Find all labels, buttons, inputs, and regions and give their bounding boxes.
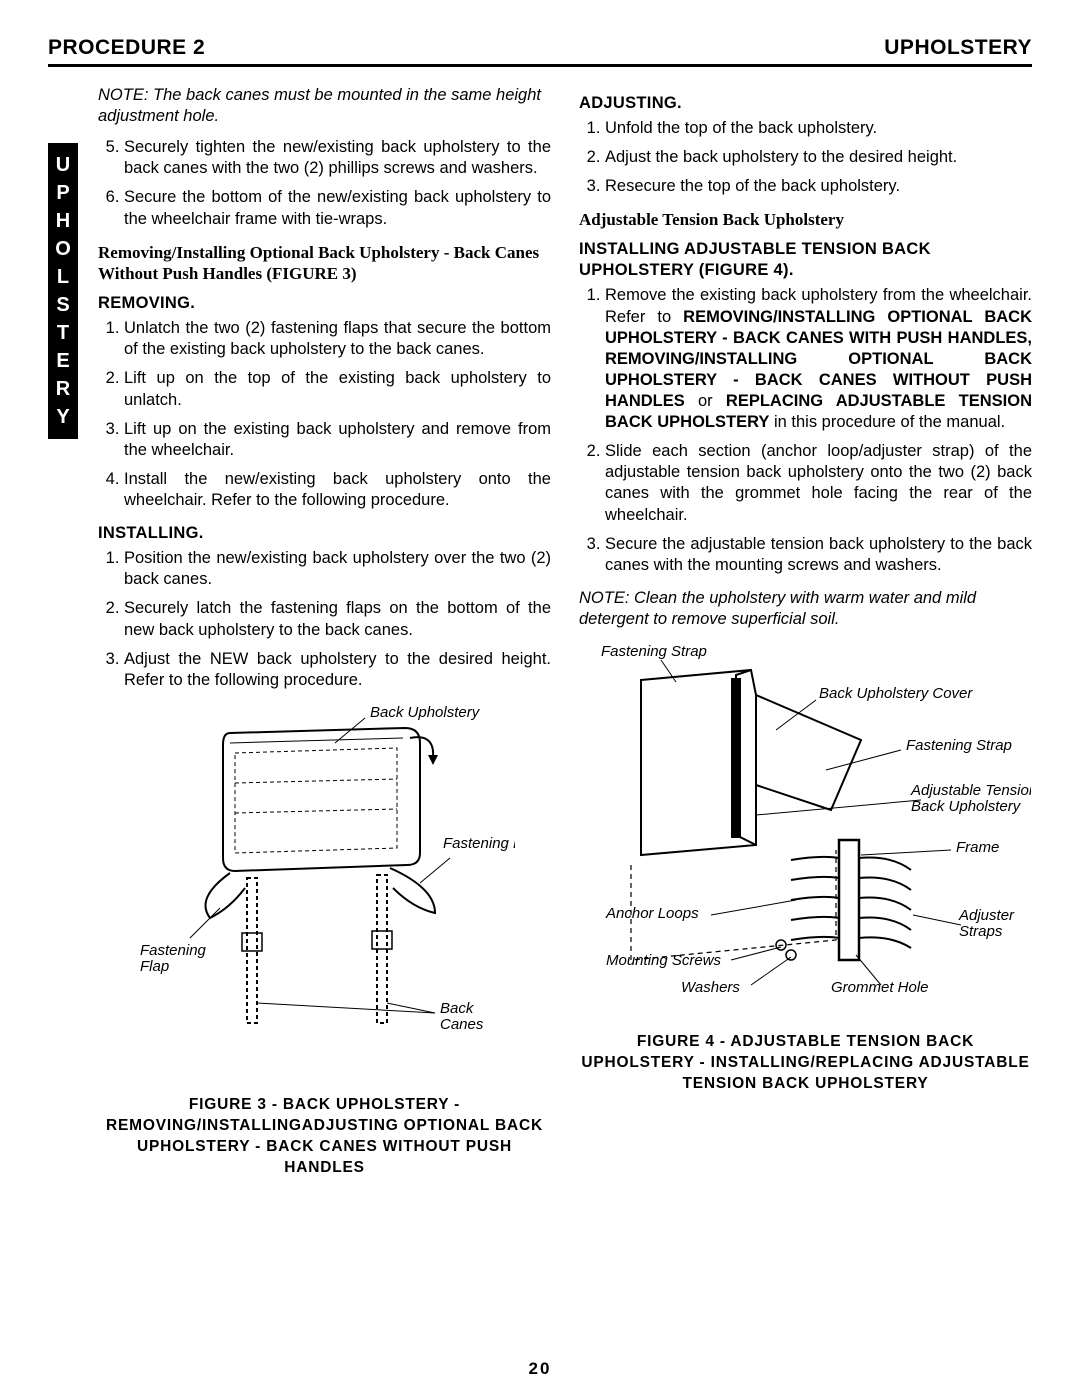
list-item: Remove the existing back upholstery from… — [605, 285, 1032, 433]
tab-letter: E — [48, 347, 78, 375]
header-right: UPHOLSTERY — [884, 36, 1032, 60]
list-item: Unfold the top of the back upholstery. — [605, 118, 1032, 139]
list-item: Resecure the top of the back upholstery. — [605, 176, 1032, 197]
svg-text:Anchor Loops: Anchor Loops — [605, 905, 699, 922]
tab-letter: T — [48, 319, 78, 347]
right-column: ADJUSTING. Unfold the top of the back up… — [579, 85, 1032, 1179]
svg-text:AdjusterStraps: AdjusterStraps — [958, 907, 1015, 940]
section-heading: Removing/Installing Optional Back Uphols… — [98, 242, 551, 286]
sub-heading-removing: REMOVING. — [98, 293, 551, 314]
side-tab: U P H O L S T E R Y — [48, 143, 78, 439]
left-column: NOTE: The back canes must be mounted in … — [98, 85, 551, 1179]
tab-letter: H — [48, 207, 78, 235]
figure-3: Back Upholstery Fastening Flap Fastening… — [98, 703, 551, 1179]
header-left: PROCEDURE 2 — [48, 36, 205, 60]
figure-4-svg: Fastening Strap Back Upholstery Cover Fa… — [581, 640, 1031, 1020]
svg-text:Mounting Screws: Mounting Screws — [606, 952, 722, 969]
fig3-label-flap-r: Fastening Flap — [443, 835, 515, 852]
tab-letter: L — [48, 263, 78, 291]
tab-letter: S — [48, 291, 78, 319]
install-adj-list: Remove the existing back upholstery from… — [579, 285, 1032, 575]
figure-4-caption: FIGURE 4 - ADJUSTABLE TENSION BACK UPHOL… — [579, 1032, 1032, 1095]
fig3-label-back-upholstery: Back Upholstery — [370, 704, 481, 721]
note-text: NOTE: The back canes must be mounted in … — [98, 85, 551, 127]
list-item: Install the new/existing back upholstery… — [124, 469, 551, 511]
section-heading-adj: Adjustable Tension Back Upholstery — [579, 209, 1032, 231]
svg-text:Fastening Strap: Fastening Strap — [601, 643, 707, 660]
list-item: Lift up on the top of the existing back … — [124, 368, 551, 410]
tab-letter: P — [48, 179, 78, 207]
sub-heading-install-adj: INSTALLING ADJUSTABLE TENSION BACK UPHOL… — [579, 239, 1032, 281]
figure-4: Fastening Strap Back Upholstery Cover Fa… — [579, 640, 1032, 1095]
list-item: Secure the adjustable tension back uphol… — [605, 534, 1032, 576]
sub-heading-adjusting: ADJUSTING. — [579, 93, 1032, 114]
figure-3-caption: FIGURE 3 - BACK UPHOLSTERY - REMOVING/IN… — [98, 1095, 551, 1179]
tab-letter: R — [48, 375, 78, 403]
page-number: 20 — [0, 1359, 1080, 1379]
list-item: Unlatch the two (2) fastening flaps that… — [124, 318, 551, 360]
continued-list: Securely tighten the new/existing back u… — [98, 137, 551, 229]
list-item: Securely tighten the new/existing back u… — [124, 137, 551, 179]
list-item: Securely latch the fastening flaps on th… — [124, 598, 551, 640]
tab-letter: U — [48, 151, 78, 179]
sub-heading-installing: INSTALLING. — [98, 523, 551, 544]
svg-text:Washers: Washers — [681, 979, 740, 996]
removing-list: Unlatch the two (2) fastening flaps that… — [98, 318, 551, 511]
figure-3-svg: Back Upholstery Fastening Flap Fastening… — [135, 703, 515, 1083]
adjusting-list: Unfold the top of the back upholstery. A… — [579, 118, 1032, 197]
list-item: Lift up on the existing back upholstery … — [124, 419, 551, 461]
svg-text:Frame: Frame — [956, 839, 999, 856]
svg-text:Back Upholstery Cover: Back Upholstery Cover — [819, 685, 973, 702]
content-area: U P H O L S T E R Y NOTE: The back canes… — [48, 85, 1032, 1179]
columns: NOTE: The back canes must be mounted in … — [98, 85, 1032, 1179]
svg-text:Fastening Strap: Fastening Strap — [906, 737, 1012, 754]
fig3-label-flap-l: FasteningFlap — [140, 942, 207, 975]
header: PROCEDURE 2 UPHOLSTERY — [48, 36, 1032, 67]
list-item: Position the new/existing back upholster… — [124, 548, 551, 590]
list-item: Adjust the back upholstery to the desire… — [605, 147, 1032, 168]
fig3-label-canes: BackCanes — [440, 1000, 484, 1033]
list-item: Secure the bottom of the new/existing ba… — [124, 187, 551, 229]
tab-letter: Y — [48, 403, 78, 431]
tab-letter: O — [48, 235, 78, 263]
installing-list: Position the new/existing back upholster… — [98, 548, 551, 691]
list-item: Adjust the NEW back upholstery to the de… — [124, 649, 551, 691]
list-item: Slide each section (anchor loop/adjuster… — [605, 441, 1032, 525]
svg-text:Adjustable TensionBack Upholst: Adjustable TensionBack Upholstery — [910, 782, 1031, 815]
svg-text:Grommet Hole: Grommet Hole — [831, 979, 929, 996]
note-text-2: NOTE: Clean the upholstery with warm wat… — [579, 588, 1032, 630]
